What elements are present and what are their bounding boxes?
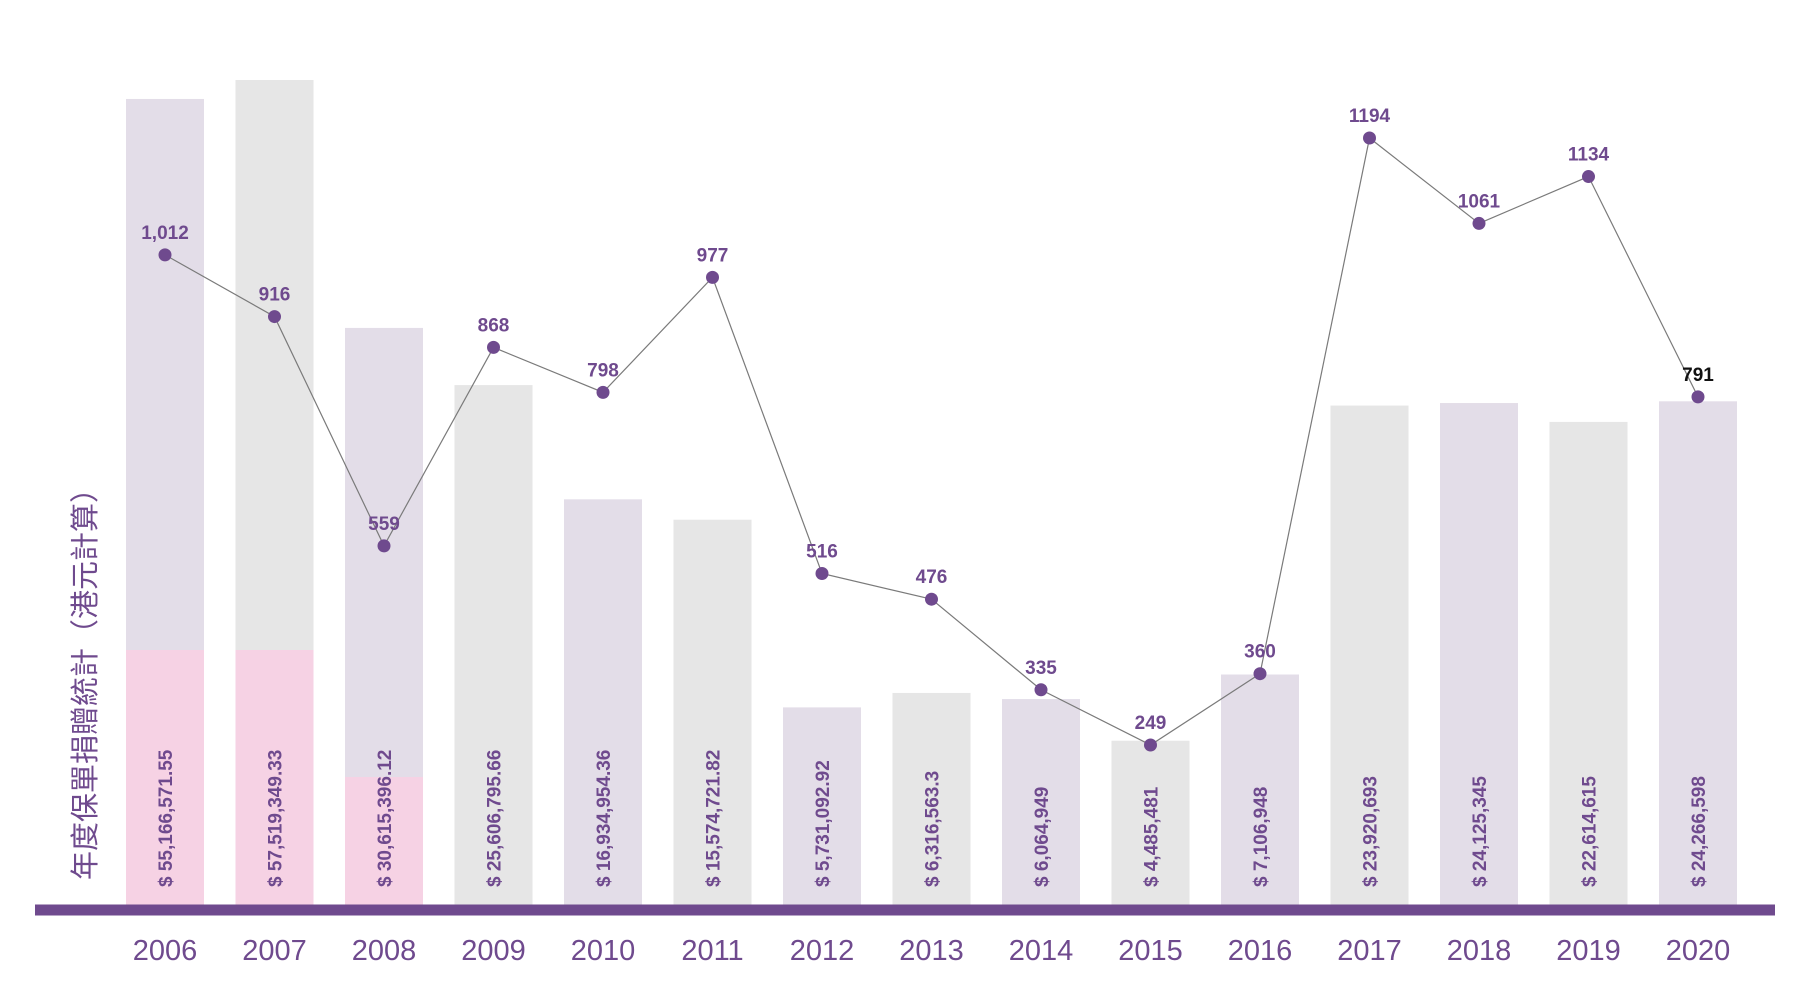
bar-2020 xyxy=(1659,401,1737,905)
bar-value-label: $ 6,316,563.3 xyxy=(923,771,944,887)
line-point-label: 249 xyxy=(1135,713,1167,734)
year-label: 2006 xyxy=(133,935,198,967)
bar-value-label: $ 7,106,948 xyxy=(1251,787,1272,887)
bar-accent-2006 xyxy=(126,650,204,905)
year-label: 2017 xyxy=(1337,935,1402,967)
line-point-label: 916 xyxy=(259,285,291,306)
line-point xyxy=(487,340,500,354)
line-point xyxy=(1144,738,1157,752)
bar-value-label: $ 4,485,481 xyxy=(1142,786,1163,887)
bar-value-label: $ 57,519,349.33 xyxy=(266,750,287,887)
year-label: 2007 xyxy=(242,935,307,967)
bar-2019 xyxy=(1549,421,1628,905)
bar-value-label: $ 25,606,795.66 xyxy=(485,750,506,887)
line-point xyxy=(1582,170,1595,184)
bar-value-label: $ 55,166,571.55 xyxy=(156,749,177,887)
bar-value-label: $ 15,574,721.82 xyxy=(704,750,725,887)
year-label: 2013 xyxy=(899,935,964,967)
bars-group: $ 55,166,571.55 $ 57,519,349.33 $ 30,615,3… xyxy=(126,80,1737,906)
bar-value-label: $ 23,920,693 xyxy=(1361,776,1382,887)
line-point-label: 335 xyxy=(1025,658,1057,679)
line-point-label: 1134 xyxy=(1568,145,1610,166)
line-point-label: 798 xyxy=(587,360,619,381)
bar-value-label: $ 6,064,949 xyxy=(1032,787,1053,887)
year-label: 2018 xyxy=(1447,935,1512,967)
bar-value-label: $ 30,615,396.12 xyxy=(375,750,396,887)
line-point-label: 1061 xyxy=(1458,191,1501,212)
line-point-label: 791 xyxy=(1682,365,1714,386)
line-point-label: 1,012 xyxy=(141,223,189,244)
line-point xyxy=(815,566,829,580)
year-label: 2014 xyxy=(1009,935,1074,967)
line-point xyxy=(158,248,172,262)
bar-2010 xyxy=(564,499,642,905)
bar-value-label: $ 22,614,615 xyxy=(1580,776,1601,887)
line-point-label: 977 xyxy=(697,245,729,266)
line-point xyxy=(706,270,719,284)
bar-accent-2008 xyxy=(345,777,423,905)
bar-2012 xyxy=(783,707,861,905)
axis-line xyxy=(35,904,1775,916)
bar-2018 xyxy=(1440,403,1518,905)
line-point xyxy=(268,310,281,324)
bar-value-label: $ 24,125,345 xyxy=(1470,776,1491,887)
bar-2016 xyxy=(1221,674,1299,905)
year-label: 2012 xyxy=(790,935,855,967)
year-label: 2008 xyxy=(352,935,417,967)
line-point-label: 559 xyxy=(368,514,400,535)
line-series-group: 1,012 916 559 868 798 977 516 476 335 249 360 1194 1… xyxy=(141,106,1714,752)
bar-2015 xyxy=(1111,740,1190,905)
bar-value-label: $ 24,266,598 xyxy=(1689,776,1710,887)
bar-accent-2007 xyxy=(235,650,314,905)
year-label: 2009 xyxy=(461,935,526,967)
line-point xyxy=(377,539,391,553)
year-labels-group: 2006 2007 2008 2009 2010 2011 2012 2013 2014 2015… xyxy=(133,935,1731,967)
line-point xyxy=(925,592,938,606)
line-point xyxy=(596,385,610,399)
line-point xyxy=(1253,667,1267,681)
line-point xyxy=(1691,390,1705,404)
y-axis-label: 年度保單捐贈統計（港元計算） xyxy=(68,474,102,880)
year-label: 2020 xyxy=(1666,935,1731,967)
year-label: 2015 xyxy=(1118,935,1183,967)
bar-value-label: $ 5,731,092.92 xyxy=(813,760,834,887)
bar-2017 xyxy=(1330,405,1409,905)
bar-2013 xyxy=(892,692,971,905)
bar-value-label: $ 16,934,954.36 xyxy=(594,750,615,887)
line-point-label: 516 xyxy=(806,541,838,562)
year-label: 2019 xyxy=(1556,935,1621,967)
line-point xyxy=(1034,683,1048,697)
line-point-label: 360 xyxy=(1244,642,1276,663)
line-point-label: 1194 xyxy=(1349,106,1391,127)
bar-2011 xyxy=(673,519,752,905)
line-point-label: 476 xyxy=(916,567,948,588)
year-label: 2010 xyxy=(571,935,636,967)
year-label: 2011 xyxy=(681,935,743,967)
line-point-label: 868 xyxy=(478,315,510,336)
bar-2009 xyxy=(454,385,533,906)
x-axis xyxy=(35,904,1775,916)
line-point xyxy=(1363,131,1376,145)
year-label: 2016 xyxy=(1228,935,1293,967)
bar-2014 xyxy=(1002,699,1080,905)
line-point xyxy=(1472,216,1486,230)
